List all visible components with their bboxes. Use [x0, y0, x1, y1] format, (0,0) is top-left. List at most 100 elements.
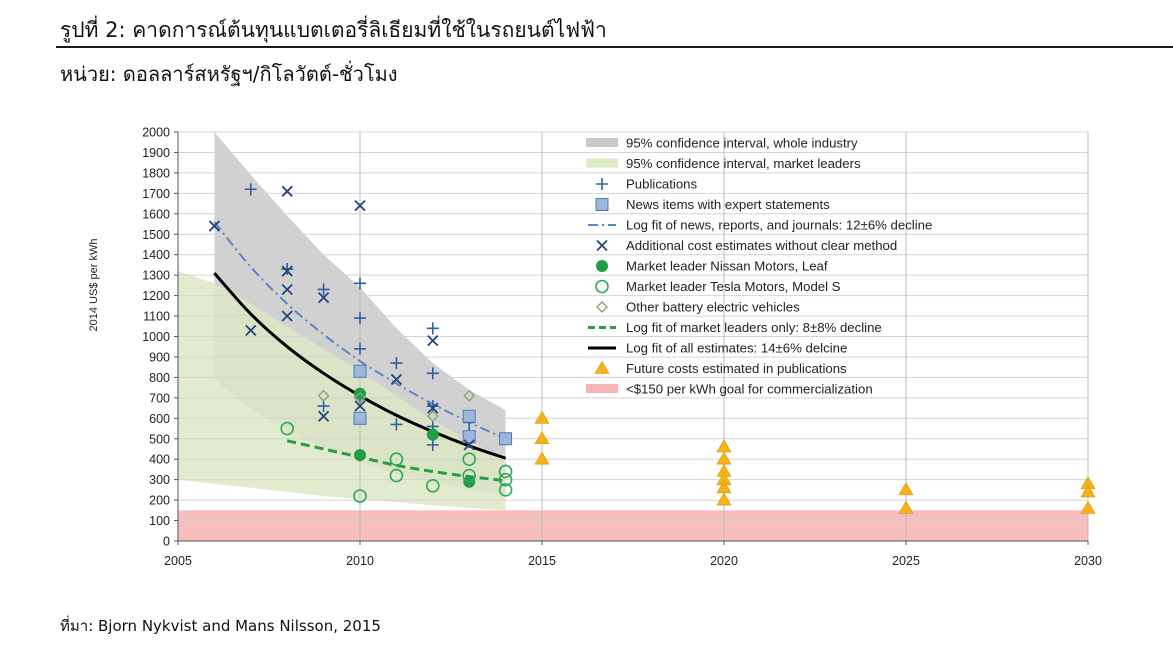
plus-mark: [354, 277, 366, 290]
news-point: [499, 432, 513, 446]
plus-mark: [317, 400, 330, 413]
square-mark: [499, 432, 513, 446]
plus-mark: [426, 367, 439, 380]
additional-point: [354, 199, 366, 212]
open-circle-mark: [462, 452, 477, 467]
plus-mark: [596, 178, 608, 190]
y-tick-label: 1600: [142, 207, 170, 221]
additional-point: [317, 292, 330, 304]
tesla-point: [425, 478, 440, 493]
chart-unit-subtitle: หน่วย: ดอลลาร์สหรัฐฯ/กิโลวัตต์-ชั่วโมง: [60, 62, 398, 86]
tesla-point: [498, 472, 513, 487]
legend-item-future: Future costs estimated in publications: [594, 360, 847, 376]
y-tick-label: 800: [149, 371, 170, 385]
additional-point: [281, 283, 293, 296]
future-point: [898, 500, 914, 514]
legend-item-news: News items with expert statements: [595, 197, 830, 212]
future-point: [716, 439, 732, 453]
y-tick-label: 700: [149, 391, 170, 405]
triangle-mark: [1080, 500, 1096, 514]
future-point: [534, 431, 550, 445]
additional-point: [281, 265, 293, 277]
legend-label: Additional cost estimates without clear …: [626, 238, 897, 253]
publications-point: [426, 322, 439, 335]
future-point: [716, 451, 732, 465]
x-tick-label: 2005: [164, 554, 192, 568]
additional-point: [427, 402, 439, 414]
y-tick-label: 300: [149, 473, 170, 487]
x-mark: [281, 185, 293, 197]
source-note: ที่มา: Bjorn Nykvist and Mans Nilsson, 2…: [60, 617, 381, 635]
legend-item-goal: <$150 per kWh goal for commercialization: [586, 382, 873, 397]
news-point: [462, 430, 476, 444]
filled-circle-mark: [596, 260, 608, 272]
chart-title: รูปที่ 2: คาดการณ์ต้นทุนแบตเตอรี่ลิเธียม…: [60, 18, 607, 42]
y-tick-label: 1700: [142, 187, 170, 201]
publications-point: [354, 342, 366, 355]
plus-mark: [317, 283, 330, 296]
legend-item-nissan: Market leader Nissan Motors, Leaf: [596, 259, 828, 274]
y-tick-label: 1800: [142, 166, 170, 180]
publications-point: [390, 418, 403, 431]
other-bev-point: [426, 410, 439, 423]
legend-swatch: [594, 360, 610, 374]
triangle-mark: [716, 439, 732, 453]
legend-swatch: [596, 260, 608, 272]
x-tick-label: 2025: [892, 554, 920, 568]
x-tick-label: 2030: [1074, 554, 1102, 568]
open-circle-mark: [389, 452, 404, 467]
nissan-point: [426, 428, 439, 441]
triangle-mark: [594, 360, 610, 374]
news-point: [353, 364, 367, 378]
x-mark: [354, 199, 366, 212]
y-tick-label: 1900: [142, 146, 170, 160]
news-point: [353, 411, 367, 425]
y-tick-label: 500: [149, 432, 170, 446]
additional-point: [208, 220, 221, 232]
diamond-mark: [317, 389, 330, 402]
legend-label: <$150 per kWh goal for commercialization: [626, 382, 873, 397]
triangle-mark: [534, 451, 550, 465]
open-circle-mark: [353, 489, 367, 503]
additional-point: [427, 334, 439, 347]
y-tick-label: 1500: [142, 228, 170, 242]
triangle-mark: [898, 482, 914, 496]
additional-point: [281, 185, 293, 197]
legend-swatch: [595, 279, 609, 294]
diamond-mark: [354, 391, 366, 404]
open-circle-mark: [595, 279, 609, 294]
square-mark: [353, 411, 367, 425]
plus-mark: [390, 357, 403, 370]
triangle-mark: [716, 492, 732, 506]
legend-item-fit-news: Log fit of news, reports, and journals: …: [588, 218, 932, 233]
legend-swatch: [596, 239, 608, 252]
tesla-point: [462, 452, 477, 467]
filled-circle-mark: [426, 428, 439, 441]
y-tick-label: 100: [149, 514, 170, 528]
y-tick-label: 1300: [142, 269, 170, 283]
legend-label: 95% confidence interval, market leaders: [626, 156, 861, 171]
future-point: [716, 492, 732, 506]
additional-point: [463, 439, 475, 451]
diamond-mark: [426, 410, 439, 423]
legend-label: News items with expert statements: [626, 197, 830, 212]
news-point: [462, 409, 476, 423]
legend-label: Future costs estimated in publications: [626, 361, 847, 376]
legend: 95% confidence interval, whole industry 9…: [586, 136, 932, 397]
diamond-mark: [596, 301, 608, 313]
y-tick-label: 1100: [143, 310, 170, 324]
y-tick-label: 2000: [142, 126, 170, 140]
open-circle-mark: [280, 421, 295, 436]
legend-swatch: [596, 178, 608, 190]
tesla-point: [498, 483, 513, 497]
publications-point: [317, 400, 330, 413]
plus-mark: [426, 438, 439, 451]
grid-lines: [177, 131, 1089, 542]
triangle-mark: [534, 410, 550, 424]
future-point: [534, 410, 550, 424]
triangle-mark: [1080, 484, 1096, 498]
legend-swatch: [595, 198, 609, 211]
tesla-point: [498, 464, 513, 479]
legend-swatch: [586, 158, 618, 168]
